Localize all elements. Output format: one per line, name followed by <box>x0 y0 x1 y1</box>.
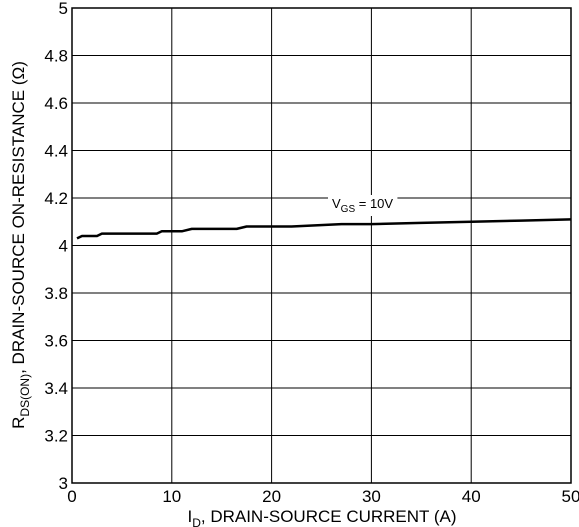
vgs-annotation: VGS = 10V <box>332 196 393 215</box>
plot-area-frame <box>71 7 572 484</box>
y-tick-label-9: 4.8 <box>44 47 68 66</box>
y-tick-label-8: 4.6 <box>44 94 68 113</box>
annotation-background <box>328 195 398 216</box>
series-line-0 <box>76 218 572 240</box>
y-tick-label-6: 4.2 <box>44 189 68 208</box>
grid-lines <box>71 7 572 484</box>
x-tick-label-2: 20 <box>262 487 281 506</box>
x-tick-label-1: 10 <box>162 487 181 506</box>
tick-labels: 0 10 20 30 40 50 3 3.2 3.4 3.6 3.8 4 4.2 4.4 4.6 4.8 5 <box>44 0 579 506</box>
y-axis-label: RDS(ON), DRAIN-SOURCE ON-RESISTANCE (Ω) <box>9 61 32 429</box>
y-tick-label-4: 3.8 <box>44 284 68 303</box>
x-tick-label-5: 50 <box>562 487 579 506</box>
series-group <box>76 218 572 240</box>
x-tick-label-3: 30 <box>362 487 381 506</box>
y-tick-label-5: 4 <box>59 237 68 256</box>
y-tick-label-1: 3.2 <box>44 427 68 446</box>
x-axis-label: ID, DRAIN-SOURCE CURRENT (A) <box>187 507 456 527</box>
y-tick-label-10: 5 <box>59 0 68 18</box>
x-tick-label-4: 40 <box>462 487 481 506</box>
y-tick-label-0: 3 <box>59 474 68 493</box>
x-tick-label-0: 0 <box>67 487 76 506</box>
y-tick-label-3: 3.6 <box>44 332 68 351</box>
y-tick-label-7: 4.4 <box>44 142 68 161</box>
y-tick-label-2: 3.4 <box>44 379 68 398</box>
